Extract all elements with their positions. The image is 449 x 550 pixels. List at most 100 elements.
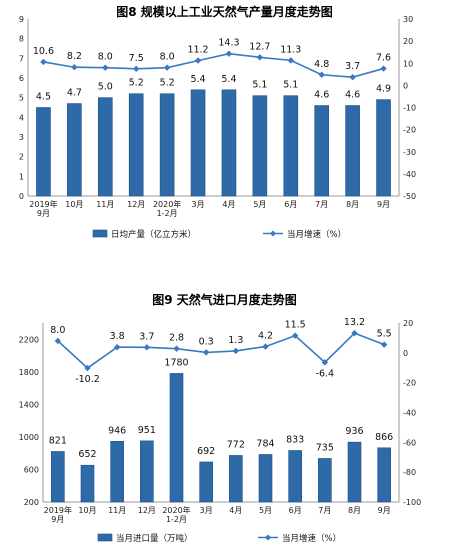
line-point <box>113 343 121 351</box>
bar-value-label: 772 <box>227 439 245 450</box>
bar-value-label: 5.1 <box>252 80 267 91</box>
x-tick-label: 4月 <box>229 506 242 515</box>
bar-value-label: 784 <box>256 438 274 449</box>
line-point <box>318 71 325 78</box>
bar-value-label: 946 <box>108 425 126 436</box>
line-value-label: 4.2 <box>258 331 273 342</box>
line-value-label: 13.2 <box>344 317 365 328</box>
bar <box>199 461 213 503</box>
x-tick-label: 2020年 1-2月 <box>162 505 190 524</box>
bar-value-label: 5.2 <box>160 78 175 89</box>
bar-value-label: 936 <box>345 426 363 437</box>
x-tick-label: 11月 <box>96 200 114 209</box>
y-right-tick-label: -50 <box>403 192 416 201</box>
bar-value-label: 5.4 <box>221 74 236 85</box>
y-right-tick-label: -80 <box>403 468 416 477</box>
line-value-label: 10.6 <box>33 46 54 57</box>
x-tick-label: 3月 <box>200 506 213 515</box>
legend-line-marker <box>270 230 276 237</box>
bar <box>128 93 144 197</box>
line-point <box>163 64 171 71</box>
line-value-label: 11.5 <box>285 320 306 331</box>
line-point <box>256 54 264 61</box>
bar <box>376 99 391 197</box>
bar <box>318 458 332 503</box>
y-right-tick-label: -10 <box>403 104 416 113</box>
growth-line <box>57 332 385 370</box>
bar <box>345 105 360 197</box>
x-tick-label: 5月 <box>253 200 266 209</box>
bar-value-label: 652 <box>78 449 96 460</box>
legend-line-label: 当月增速（%） <box>282 533 341 544</box>
chart-2-title: 图9 天然气进口月度走势图 <box>152 293 297 307</box>
line-value-label: 12.7 <box>249 41 270 52</box>
y-right-tick-label: -60 <box>403 438 416 447</box>
bar <box>221 89 237 197</box>
line-value-label: 3.8 <box>110 331 125 342</box>
x-tick-label: 4月 <box>222 200 235 209</box>
bar <box>288 450 302 503</box>
line-point <box>102 64 109 71</box>
bar-value-label: 4.6 <box>345 90 360 101</box>
x-tick-label: 8月 <box>346 200 359 209</box>
bar <box>67 103 82 197</box>
bar <box>97 97 113 197</box>
line-value-label: 7.5 <box>129 53 144 64</box>
y-left-tick-label: 4 <box>19 113 24 122</box>
line-value-label: 2.8 <box>169 333 184 344</box>
bar-value-label: 833 <box>286 434 304 445</box>
chart-1-title: 图8 规模以上工业天然气产量月度走势图 <box>116 5 333 19</box>
x-tick-label: 8月 <box>348 506 361 515</box>
bar <box>347 441 362 503</box>
y-left-tick-label: 8 <box>19 35 24 44</box>
line-point <box>71 64 78 71</box>
line-point <box>54 337 62 345</box>
line-value-label: -6.4 <box>316 368 335 379</box>
legend-bar-label: 日均产量（亿立方米） <box>111 229 196 240</box>
bar-value-label: 821 <box>49 435 67 446</box>
bar <box>283 95 299 197</box>
line-point <box>349 73 356 81</box>
x-tick-label: 11月 <box>108 506 126 515</box>
bar-value-label: 5.0 <box>98 82 113 93</box>
line-value-label: 3.7 <box>345 61 360 72</box>
y-right-tick-label: -20 <box>403 379 416 388</box>
y-left-tick-label: 3 <box>19 133 24 142</box>
line-value-label: 14.3 <box>218 38 239 49</box>
y-right-tick-label: -40 <box>403 170 416 179</box>
bar-value-label: 951 <box>138 425 156 436</box>
line-point <box>262 343 269 350</box>
line-point <box>321 359 329 366</box>
line-value-label: 4.8 <box>314 59 329 70</box>
bar-value-label: 5.1 <box>283 80 298 91</box>
line-value-label: 8.2 <box>67 51 82 62</box>
bar <box>190 89 206 197</box>
x-tick-label: 2019年 9月 <box>44 505 72 524</box>
line-value-label: -10.2 <box>75 374 100 385</box>
line-point <box>133 65 140 72</box>
x-tick-label: 12月 <box>138 506 156 515</box>
y-left-tick-label: 600 <box>24 465 39 474</box>
bar-value-label: 692 <box>197 446 215 457</box>
y-left-tick-label: 200 <box>24 498 39 507</box>
x-tick-label: 3月 <box>191 200 204 209</box>
line-point <box>84 364 91 372</box>
y-right-tick-label: -40 <box>403 409 416 418</box>
bar-value-label: 4.7 <box>67 88 82 99</box>
line-value-label: 11.2 <box>187 45 208 56</box>
line-point <box>202 349 210 356</box>
bar <box>377 447 391 503</box>
line-point <box>40 58 47 66</box>
bar-value-label: 735 <box>316 442 334 453</box>
bar <box>140 440 154 503</box>
y-left-tick-label: 7 <box>19 54 24 63</box>
bar <box>159 93 175 197</box>
x-tick-label: 7月 <box>315 200 328 209</box>
growth-line <box>43 52 384 78</box>
legend-line-marker <box>265 534 271 541</box>
y-left-tick-label: 2200 <box>19 335 39 344</box>
x-tick-label: 12月 <box>127 200 145 209</box>
y-left-tick-label: 1 <box>19 172 24 181</box>
bar-value-label: 866 <box>375 432 393 443</box>
